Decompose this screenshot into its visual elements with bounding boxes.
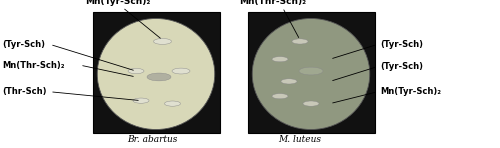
Ellipse shape [128,68,144,74]
Bar [248,12,375,133]
Ellipse shape [164,101,180,106]
Text: (Tyr-Sch): (Tyr-Sch) [380,62,423,71]
Ellipse shape [281,79,297,84]
Ellipse shape [303,101,319,106]
Ellipse shape [272,57,288,62]
Ellipse shape [292,39,308,44]
Ellipse shape [172,68,190,74]
Text: Br. abartus: Br. abartus [128,135,178,144]
Ellipse shape [272,94,288,99]
Ellipse shape [147,73,171,81]
Bar [92,12,220,133]
Text: Mn(Thr-Sch)₂: Mn(Thr-Sch)₂ [2,61,65,70]
Text: (Thr-Sch): (Thr-Sch) [2,87,47,96]
Text: Mn(Thr-Sch)₂: Mn(Thr-Sch)₂ [239,0,306,6]
Text: (Tyr-Sch): (Tyr-Sch) [380,40,423,49]
Text: M. luteus: M. luteus [278,135,322,144]
Text: (Tyr-Sch): (Tyr-Sch) [2,40,46,49]
Ellipse shape [154,38,172,44]
Ellipse shape [133,98,149,103]
Ellipse shape [299,67,323,75]
Text: Mn(Tyr-Sch)₂: Mn(Tyr-Sch)₂ [380,87,441,96]
Ellipse shape [97,18,215,130]
Text: Mn(Tyr-Sch)₂: Mn(Tyr-Sch)₂ [85,0,150,6]
Ellipse shape [252,18,370,130]
